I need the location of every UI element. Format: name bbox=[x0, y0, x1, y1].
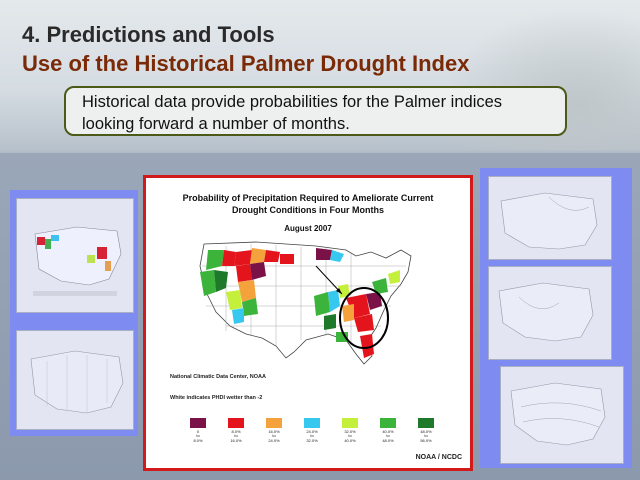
legend-label-bottom: 24.0% bbox=[268, 437, 280, 443]
callout-box: Historical data provide probabilities fo… bbox=[64, 86, 567, 136]
legend-label-mid: to bbox=[234, 433, 238, 439]
legend-item: 40.0% to 48.0% bbox=[376, 418, 400, 443]
callout-text-line2: looking forward a number of months. bbox=[82, 115, 350, 133]
legend-label-bottom: 48.0% bbox=[382, 437, 394, 443]
legend-label-mid: to bbox=[348, 433, 352, 439]
legend-label-bottom: 16.0% bbox=[230, 437, 242, 443]
thumbnail-temperature-outlook bbox=[488, 176, 612, 260]
legend-label-mid: to bbox=[310, 433, 314, 439]
legend-label-mid: to bbox=[196, 433, 200, 439]
legend-swatch bbox=[418, 418, 434, 428]
probability-legend: 0 to 8.0% 8.0% to 16.0% 16.0% to 24.0% 24.0% to… bbox=[186, 418, 456, 448]
legend-swatch bbox=[342, 418, 358, 428]
legend-item: 32.0% to 40.0% bbox=[338, 418, 362, 443]
figure-note: White indicates PHDI wetter than -2 bbox=[170, 395, 263, 401]
legend-item: 48.0% to 56.0% bbox=[414, 418, 438, 443]
legend-label-top: 40.0% bbox=[382, 429, 394, 434]
drought-probability-figure: Probability of Precipitation Required to… bbox=[143, 175, 473, 471]
legend-swatch bbox=[190, 418, 206, 428]
legend-item: 16.0% to 24.0% bbox=[262, 418, 286, 443]
figure-credit: NOAA / NCDC bbox=[415, 454, 462, 461]
figure-title-line1: Probability of Precipitation Required to… bbox=[182, 193, 434, 203]
legend-label-mid: to bbox=[386, 433, 390, 439]
thumbnail-map-left-top bbox=[16, 198, 134, 313]
legend-label-bottom: 32.0% bbox=[306, 437, 318, 443]
legend-label-mid: to bbox=[272, 433, 276, 439]
legend-item: 8.0% to 16.0% bbox=[224, 418, 248, 443]
legend-label-bottom: 40.0% bbox=[344, 437, 356, 443]
highlight-circle bbox=[339, 287, 389, 349]
figure-date: August 2007 bbox=[284, 224, 332, 233]
legend-label-bottom: 8.0% bbox=[193, 437, 203, 443]
legend-label-mid: to bbox=[424, 433, 428, 439]
legend-swatch bbox=[266, 418, 282, 428]
thumbnail-precipitation-outlook bbox=[488, 266, 612, 360]
thumbnail-contour-map bbox=[500, 366, 624, 464]
slide-title: 4. Predictions and Tools bbox=[22, 22, 275, 47]
figure-title-line2: Drought Conditions in Four Months bbox=[232, 205, 384, 215]
legend-label-top: 0 bbox=[196, 429, 200, 434]
thumbnail-map-left-bottom bbox=[16, 330, 134, 430]
thumbnail-map-graphic bbox=[33, 226, 122, 296]
legend-label-top: 32.0% bbox=[344, 429, 356, 434]
figure-source: National Climatic Data Center, NOAA bbox=[170, 374, 266, 380]
us-drought-map bbox=[199, 241, 412, 365]
legend-item: 24.0% to 32.0% bbox=[300, 418, 324, 443]
legend-label-top: 48.0% bbox=[420, 429, 432, 434]
thumbnail-outlook-graphic-2 bbox=[498, 282, 594, 342]
legend-swatch bbox=[380, 418, 396, 428]
thumbnail-outlook-graphic-1 bbox=[500, 192, 598, 250]
legend-swatch bbox=[228, 418, 244, 428]
callout-text-line1: Historical data provide probabilities fo… bbox=[82, 93, 503, 111]
slide-subtitle: Use of the Historical Palmer Drought Ind… bbox=[22, 51, 470, 76]
legend-item: 0 to 8.0% bbox=[186, 418, 210, 443]
legend-label-bottom: 56.0% bbox=[420, 437, 432, 443]
thumbnail-outlook-graphic-3 bbox=[510, 382, 606, 446]
figure-title: Probability of Precipitation Required to… bbox=[146, 192, 470, 216]
legend-label-top: 24.0% bbox=[306, 429, 318, 434]
legend-label-top: 16.0% bbox=[268, 429, 280, 434]
legend-swatch bbox=[304, 418, 320, 428]
legend-label-top: 8.0% bbox=[231, 429, 241, 434]
thumbnail-map-graphic-2 bbox=[30, 350, 124, 414]
